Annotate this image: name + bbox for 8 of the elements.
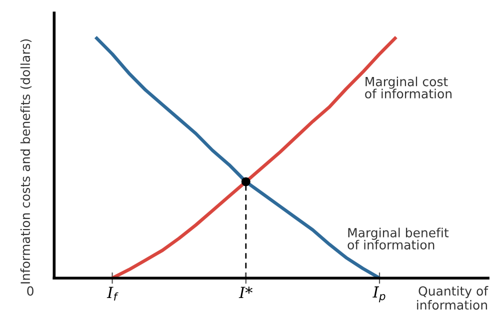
x-axis-title: Quantity of information	[417, 286, 488, 310]
x-tick-label: I$_{p}$	[372, 286, 386, 302]
text: 0	[27, 286, 34, 296]
annotation: Marginal benefit of information	[348, 228, 449, 250]
y-axis-title: Information costs and benefits (dollars)	[20, 39, 32, 284]
x-tick-label: I$_{f}$	[106, 286, 118, 301]
annotation: Marginal cost of information	[365, 76, 452, 98]
x-tick-label: I*	[238, 286, 252, 298]
